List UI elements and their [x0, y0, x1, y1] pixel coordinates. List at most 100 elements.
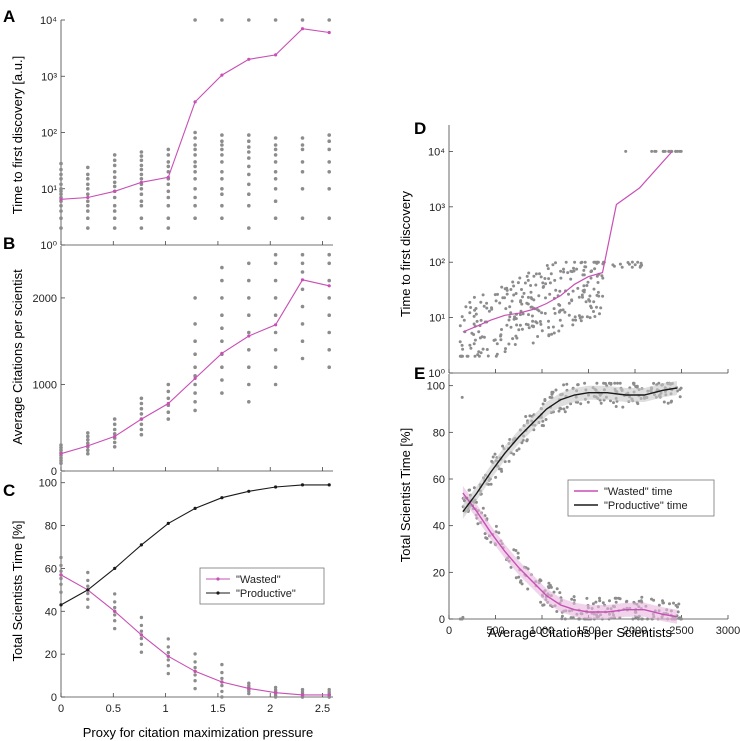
panel-c-scatter-point	[86, 578, 90, 583]
panel-d-scatter-point	[542, 285, 546, 288]
panel-d-scatter-point	[620, 265, 624, 269]
panel-c-scatter-point	[86, 570, 90, 575]
panel-e-scatter-point	[640, 617, 644, 621]
panel-e-scatter-point	[555, 610, 559, 613]
panel-c-scatter-point	[59, 555, 63, 560]
panel-b-scatter-point	[193, 408, 197, 413]
panel-d-scatter-point	[548, 292, 552, 296]
panel-b-scatter-point	[273, 382, 278, 387]
panel-d-scatter-point	[577, 314, 581, 318]
panel-d-scatter-point	[529, 284, 533, 287]
panel-d-scatter-point	[589, 304, 593, 308]
panel-c-xtick-label: 0.5	[106, 703, 121, 715]
panel-e-scatter-point	[491, 455, 495, 459]
panel-e-xtick-label: 1000	[530, 625, 554, 637]
panel-d-scatter-point	[527, 326, 531, 330]
panel-d-scatter-point	[505, 323, 509, 327]
panel-a-scatter-point	[59, 216, 63, 220]
panel-d-scatter-point	[552, 307, 556, 311]
panel-e-scatter-point	[501, 444, 505, 448]
panel-c-scatter-point	[247, 683, 251, 688]
panel-e-scatter-point	[520, 582, 524, 586]
panel-e-scatter-point	[608, 599, 611, 603]
panel-d-scatter-point	[480, 335, 484, 339]
panel-b-scatter-point	[112, 427, 117, 432]
panel-a-scatter-point	[193, 136, 197, 140]
panel-d-scatter-point	[539, 275, 543, 279]
panel-d-scatter-point	[543, 277, 547, 280]
panel-e-ylabel: Total Scientist Time [%]	[398, 428, 413, 562]
panel-d-scatter-point	[570, 299, 574, 303]
panel-b-scatter-point	[300, 356, 305, 361]
panel-c-scatter-point	[220, 683, 224, 688]
panel-d-scatter-point	[534, 272, 538, 276]
panel-d-scatter-point	[470, 331, 474, 335]
panel-a-scatter-point	[193, 216, 197, 220]
panel-c-scatter-point	[59, 563, 63, 568]
panel-b-scatter-point	[273, 330, 278, 335]
panel-e-scatter-point	[483, 532, 487, 536]
panel-b-scatter-point	[273, 296, 278, 300]
panel-d-scatter-point	[511, 337, 515, 341]
panel-e-scatter-point	[547, 581, 551, 585]
panel-e-scatter-point	[618, 381, 622, 385]
panel-d-scatter-point	[512, 293, 516, 297]
panel-e-scatter-point	[503, 460, 507, 464]
panel-d-scatter-point	[550, 332, 554, 336]
panel-b-scatter-point	[220, 313, 224, 318]
panel-e-scatter-point	[516, 551, 520, 555]
panel-c-series-point-1	[113, 566, 117, 571]
panel-a-scatter-point	[247, 18, 251, 22]
panel-a-scatter-point	[220, 203, 224, 208]
panel-d-scatter-point	[509, 325, 513, 329]
panel-b-scatter-point	[193, 365, 197, 370]
panel-d-scatter-point	[571, 289, 575, 293]
panel-c-ytick-label: 100	[39, 478, 57, 490]
panel-a-scatter-point	[112, 170, 117, 174]
panel-d-scatter-point	[493, 293, 497, 297]
panel-e-scatter-point	[672, 601, 675, 605]
panel-e-scatter-point	[515, 449, 519, 452]
panel-a-scatter-point	[139, 154, 144, 158]
panel-c-scatter-point	[86, 584, 90, 588]
panel-d-scatter-point	[552, 331, 556, 335]
panel-a-scatter-point	[86, 187, 90, 191]
panel-b-scatter-point	[139, 432, 144, 437]
panel-a-scatter-point	[86, 182, 90, 187]
panel-d-scatter-point	[558, 289, 562, 293]
panel-d-scatter-point	[547, 326, 551, 329]
panel-d-scatter-point	[473, 354, 477, 358]
panel-e-scatter-point	[668, 602, 671, 606]
panel-e-scatter-point	[541, 402, 545, 406]
panel-d-scatter-point	[507, 318, 511, 322]
panel-a-scatter-point	[139, 163, 144, 168]
panel-c-scatter-point	[247, 681, 251, 685]
panel-d-scatter-point	[481, 347, 485, 351]
panel-d-scatter-point	[594, 260, 598, 264]
panel-b-scatter-point	[220, 326, 224, 331]
panel-d-scatter-point	[485, 306, 489, 310]
panel-d-scatter-point	[544, 296, 547, 300]
panel-c-ylabel: Total Scientists Time [%]	[10, 521, 25, 662]
panel-a-scatter-point	[112, 195, 117, 200]
panel-a-mean-line	[60, 28, 330, 200]
panel-c-scatter-point	[113, 600, 117, 604]
panel-a-scatter-point	[139, 203, 144, 208]
panel-d-scatter-point	[475, 319, 479, 323]
panel-d-scatter-point	[581, 295, 584, 299]
panel-a-scatter-point	[193, 187, 197, 191]
panel-d-scatter-point	[544, 282, 548, 286]
panel-c-xtick-label: 1	[163, 703, 169, 715]
panel-a-scatter-point	[300, 18, 305, 22]
panel-d-scatter-point	[554, 261, 557, 265]
panel-e-scatter-point	[563, 617, 567, 621]
panel-d-ytick-label: 10¹	[429, 313, 445, 325]
panel-a-scatter-point	[273, 199, 278, 203]
panel-b-scatter-point	[139, 427, 144, 432]
panel-b-scatter-point	[247, 261, 251, 266]
panel-c-series-point-0	[166, 654, 170, 658]
panel-d-scatter-point	[580, 293, 584, 297]
panel-e-scatter-point	[514, 576, 518, 580]
panel-d-scatter-point	[561, 308, 565, 312]
panel-e-scatter-point	[595, 381, 599, 385]
